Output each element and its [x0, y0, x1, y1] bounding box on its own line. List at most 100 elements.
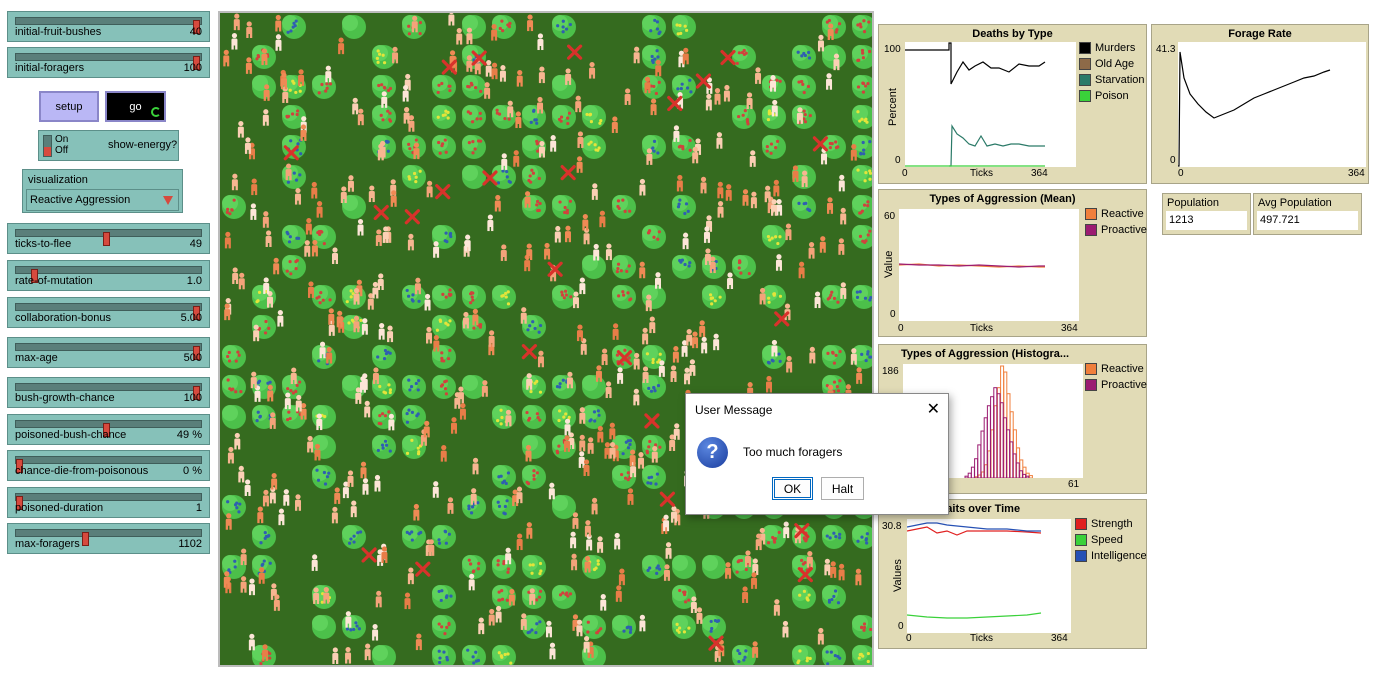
slider-track[interactable]	[15, 266, 202, 283]
fruit-bush	[582, 405, 606, 429]
forager	[367, 293, 374, 310]
slider-poisoned-duration[interactable]: poisoned-duration 1	[7, 487, 210, 518]
y-max-tick: 30.8	[882, 521, 902, 532]
slider-thumb[interactable]	[30, 269, 38, 283]
dropdown-arrow-icon[interactable]	[163, 196, 173, 205]
slider-collaboration-bonus[interactable]: collaboration-bonus 5.00	[7, 297, 210, 328]
fruit-bush	[792, 75, 816, 99]
setup-button[interactable]: setup	[39, 91, 99, 122]
slider-track[interactable]	[15, 529, 202, 546]
forager	[786, 355, 793, 373]
slider-bush-growth-chance[interactable]: bush-growth-chance 100	[7, 377, 210, 408]
forager	[826, 73, 833, 90]
forager	[323, 587, 330, 604]
slider-chance-die-from-poisonous[interactable]: chance-die-from-poisonous 0 %	[7, 450, 210, 481]
fruit-bush	[552, 75, 576, 99]
forager	[364, 643, 371, 661]
fruit-bush	[702, 615, 726, 639]
forager	[466, 55, 473, 72]
fruit-bush	[252, 525, 276, 549]
forager	[332, 247, 339, 265]
reactive-histogram-bar	[1028, 475, 1033, 479]
fruit-bush	[612, 285, 636, 309]
slider-poisoned-bush-chance[interactable]: poisoned-bush-chance 49 %	[7, 414, 210, 445]
slider-track[interactable]	[15, 343, 202, 360]
poison-x-mark	[547, 261, 563, 277]
fruit-bush	[822, 45, 846, 69]
slider-track[interactable]	[15, 303, 202, 320]
slider-max-foragers[interactable]: max-foragers 1102	[7, 523, 210, 554]
forager	[381, 91, 388, 108]
fruit-bush	[762, 525, 786, 549]
forager	[326, 346, 333, 364]
slider-rate-of-mutation[interactable]: rate-of-mutation 1.0	[7, 260, 210, 291]
show-energy-switch[interactable]: On Off show-energy?	[38, 130, 179, 161]
halt-button[interactable]: Halt	[821, 477, 864, 500]
forager	[263, 84, 270, 101]
forager	[600, 594, 607, 611]
slider-track[interactable]	[15, 383, 202, 400]
forager	[801, 170, 808, 188]
slider-value: 49 %	[176, 429, 202, 441]
ok-button[interactable]: OK	[772, 477, 813, 500]
slider-track[interactable]	[15, 229, 202, 246]
forager	[361, 373, 368, 390]
forager	[524, 191, 531, 208]
go-button[interactable]: go	[105, 91, 166, 122]
forager	[340, 186, 347, 204]
slider-initial-fruit-bushes[interactable]: initial-fruit-bushes 40	[7, 11, 210, 42]
x-max-tick: 364	[1031, 168, 1048, 179]
slider-thumb[interactable]	[102, 232, 110, 246]
visualization-chooser[interactable]: visualization Reactive Aggression	[22, 169, 183, 213]
forager	[752, 641, 759, 658]
slider-thumb[interactable]	[102, 423, 110, 437]
slider-thumb[interactable]	[15, 459, 23, 473]
forager	[468, 573, 475, 591]
slider-thumb[interactable]	[15, 496, 23, 510]
slider-thumb[interactable]	[193, 56, 201, 70]
fruit-bush	[522, 165, 546, 189]
switch-label: show-energy?	[108, 139, 178, 151]
slider-max-age[interactable]: max-age 500	[7, 337, 210, 368]
slider-track[interactable]	[15, 17, 202, 34]
slider-thumb[interactable]	[82, 532, 90, 546]
forager	[714, 88, 721, 105]
slider-track[interactable]	[15, 53, 202, 70]
slider-thumb[interactable]	[193, 306, 201, 320]
slider-track[interactable]	[15, 493, 202, 510]
x-min-tick: 0	[1178, 168, 1184, 179]
slider-track[interactable]	[15, 456, 202, 473]
forager	[262, 644, 269, 661]
forager	[231, 173, 238, 191]
slider-thumb[interactable]	[193, 386, 201, 400]
forager	[684, 367, 691, 385]
fruit-bush	[852, 195, 876, 219]
world-view[interactable]	[218, 8, 876, 669]
forager	[295, 494, 302, 511]
fruit-bush	[612, 465, 636, 489]
slider-label: max-foragers	[15, 538, 80, 550]
forager	[520, 307, 527, 324]
forager	[526, 373, 533, 390]
setup-button-label: setup	[55, 100, 83, 113]
forager	[529, 588, 536, 605]
legend-item-starvation: Starvation	[1079, 72, 1145, 88]
slider-initial-foragers[interactable]: initial-foragers 100	[7, 47, 210, 78]
forager	[388, 413, 395, 431]
slider-thumb[interactable]	[193, 20, 201, 34]
forager	[234, 432, 241, 450]
chooser-select[interactable]: Reactive Aggression	[26, 189, 179, 211]
x-label: Ticks	[970, 633, 993, 644]
forager	[830, 561, 837, 578]
slider-track[interactable]	[15, 420, 202, 437]
poison-x-mark	[415, 561, 431, 577]
fruit-bush	[792, 645, 816, 669]
forager	[771, 339, 778, 357]
slider-ticks-to-flee[interactable]: ticks-to-flee 49	[7, 223, 210, 254]
fruit-bush	[492, 645, 516, 669]
slider-thumb[interactable]	[193, 346, 201, 360]
x-min-tick: 0	[906, 633, 912, 644]
switch-knob[interactable]	[43, 135, 52, 157]
forager	[353, 315, 360, 333]
close-icon[interactable]: ✕	[926, 401, 940, 418]
